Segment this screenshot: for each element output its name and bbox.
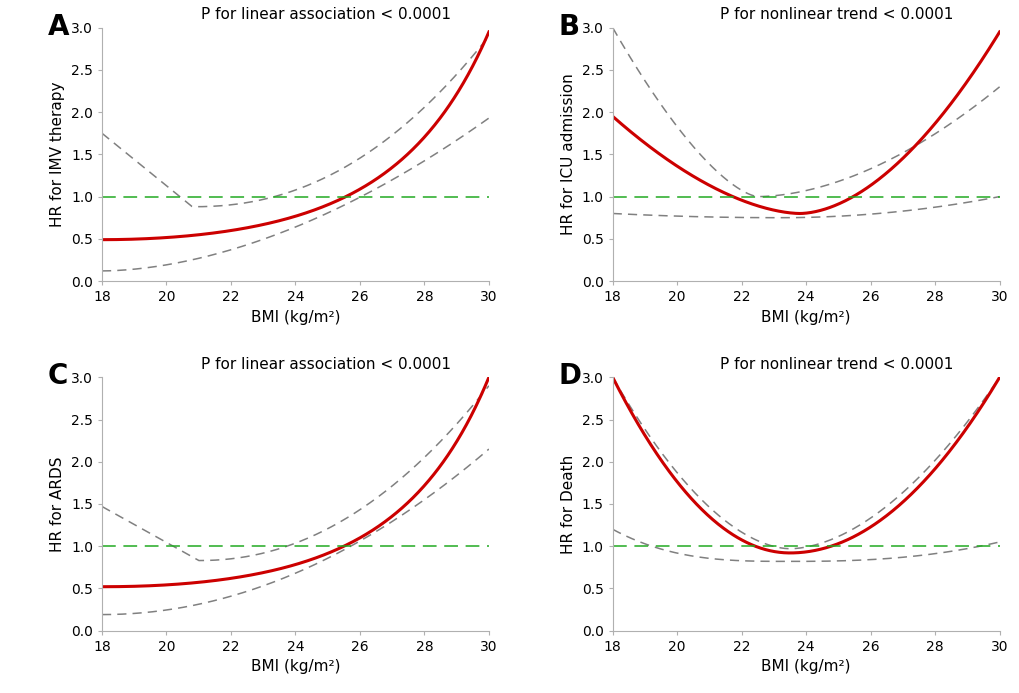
Text: A: A [48, 12, 69, 40]
Title: P for nonlinear trend < 0.0001: P for nonlinear trend < 0.0001 [719, 8, 953, 22]
Text: C: C [48, 362, 68, 390]
Y-axis label: HR for ARDS: HR for ARDS [50, 456, 65, 552]
X-axis label: BMI (kg/m²): BMI (kg/m²) [760, 659, 850, 674]
Y-axis label: HR for ICU admission: HR for ICU admission [560, 73, 576, 235]
Text: B: B [558, 12, 579, 40]
Y-axis label: HR for Death: HR for Death [560, 455, 576, 554]
Y-axis label: HR for IMV therapy: HR for IMV therapy [50, 82, 65, 227]
X-axis label: BMI (kg/m²): BMI (kg/m²) [251, 659, 340, 674]
Title: P for linear association < 0.0001: P for linear association < 0.0001 [201, 8, 451, 22]
X-axis label: BMI (kg/m²): BMI (kg/m²) [760, 310, 850, 324]
Title: P for nonlinear trend < 0.0001: P for nonlinear trend < 0.0001 [719, 357, 953, 372]
Title: P for linear association < 0.0001: P for linear association < 0.0001 [201, 357, 451, 372]
X-axis label: BMI (kg/m²): BMI (kg/m²) [251, 310, 340, 324]
Text: D: D [558, 362, 581, 390]
